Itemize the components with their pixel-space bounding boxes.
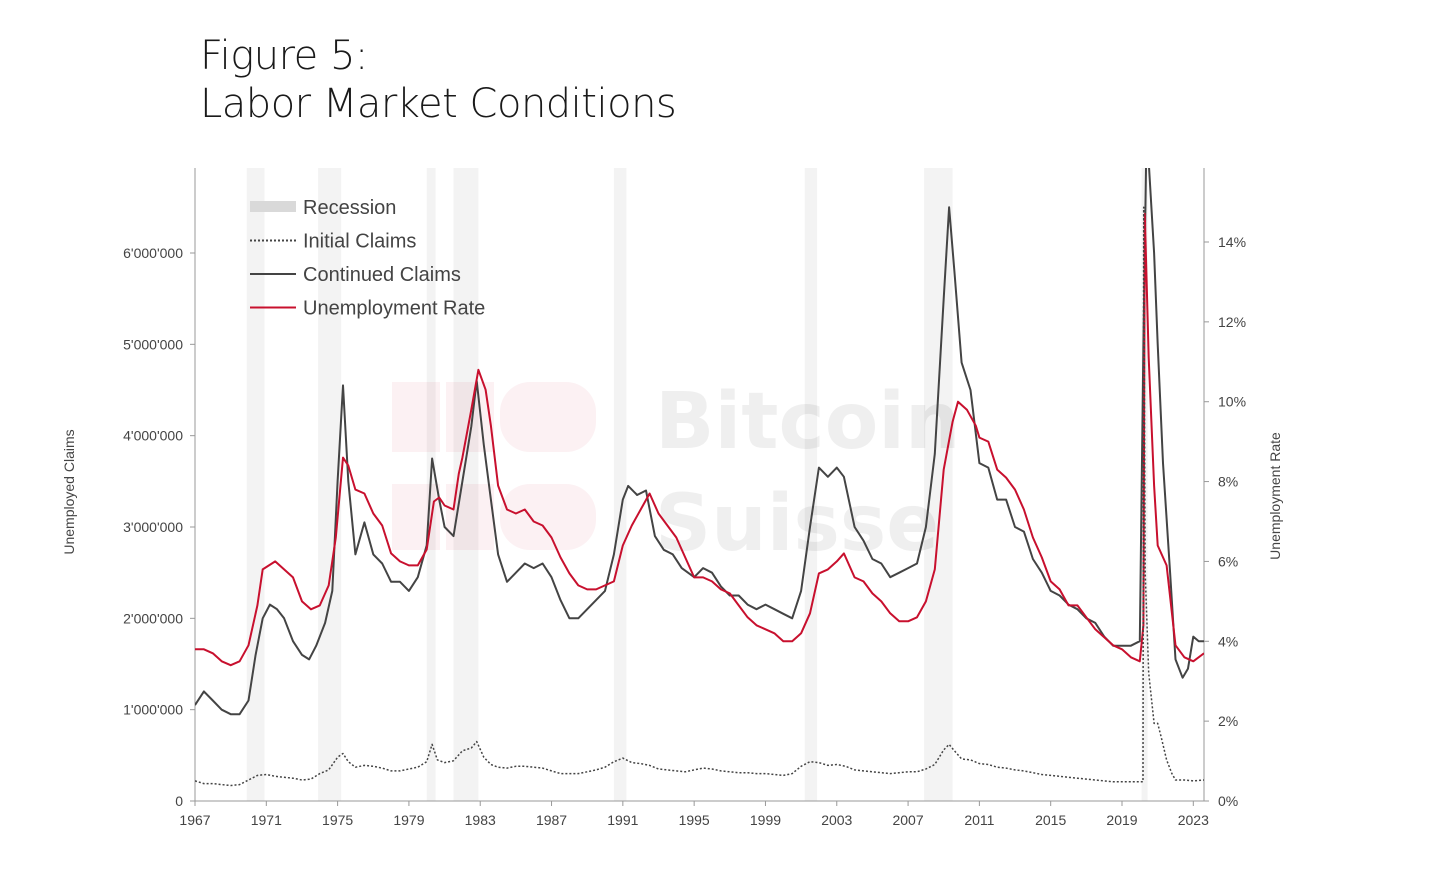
recession-band-0 <box>246 168 265 801</box>
legend-label-initial-claims: Initial Claims <box>303 231 416 253</box>
axes <box>194 168 1205 802</box>
legend: Recession Initial Claims Continued Claims U… <box>250 197 485 320</box>
x-tick-2015: 2015 <box>1035 812 1066 828</box>
right-tick-5: 10% <box>1218 394 1246 410</box>
legend-swatch-recession <box>250 201 296 212</box>
x-tick-1979: 1979 <box>393 812 424 828</box>
series-lines <box>195 168 1204 787</box>
left-tick-2: 2'000'000 <box>123 610 183 626</box>
x-tick-2007: 2007 <box>892 812 923 828</box>
x-tick-1967: 1967 <box>179 812 210 828</box>
recession-band-4 <box>613 168 627 801</box>
x-tick-2023: 2023 <box>1178 812 1209 828</box>
right-tick-2: 4% <box>1218 633 1238 649</box>
right-tick-1: 2% <box>1218 713 1238 729</box>
left-tick-3: 3'000'000 <box>123 519 183 535</box>
watermark-logo-block-1 <box>392 382 440 452</box>
right-tick-7: 14% <box>1218 234 1246 250</box>
series-initial-claims <box>195 206 1204 787</box>
recession-band-5 <box>804 168 818 801</box>
x-tick-1999: 1999 <box>750 812 781 828</box>
recession-band-1 <box>318 168 342 801</box>
left-tick-0: 0 <box>175 793 183 809</box>
watermark-logo-block-4 <box>392 484 440 550</box>
legend-label-continued-claims: Continued Claims <box>303 264 461 286</box>
x-tick-2019: 2019 <box>1106 812 1137 828</box>
right-tick-0: 0% <box>1218 793 1238 809</box>
left-tick-6: 6'000'000 <box>123 245 183 261</box>
right-tick-4: 8% <box>1218 474 1238 490</box>
x-tick-1983: 1983 <box>465 812 496 828</box>
series-unemployment-rate <box>195 213 1204 667</box>
watermark-logo-block-6 <box>500 484 596 550</box>
x-tick-2011: 2011 <box>964 812 994 828</box>
watermark-logo-block-5 <box>446 484 494 550</box>
right-axis-label: Unemployment Rate <box>1267 432 1283 560</box>
watermark-text-1: Bitcoin <box>655 377 961 467</box>
watermark-text-2: Suisse <box>655 479 939 569</box>
x-tick-1991: 1991 <box>607 812 638 828</box>
legend-label-recession: Recession <box>303 197 396 219</box>
right-axis-ticks: 0% 2% 4% 6% 8% 10% 12% 14% <box>1204 234 1246 809</box>
x-tick-1995: 1995 <box>679 812 710 828</box>
recession-band-6 <box>924 168 953 801</box>
chart-title: Figure 5: Labor Market Conditions <box>200 32 677 128</box>
x-tick-1975: 1975 <box>322 812 353 828</box>
right-tick-3: 6% <box>1218 553 1238 569</box>
x-tick-1987: 1987 <box>536 812 567 828</box>
legend-label-unemployment-rate: Unemployment Rate <box>303 298 485 320</box>
title-line-2: Labor Market Conditions <box>200 81 677 127</box>
left-axis-ticks: 0 1'000'000 2'000'000 3'000'000 4'000'000 5'0… <box>123 245 195 809</box>
x-tick-1971: 1971 <box>251 812 282 828</box>
right-tick-6: 12% <box>1218 314 1246 330</box>
left-tick-4: 4'000'000 <box>123 428 183 444</box>
watermark-logo-block-3 <box>500 382 596 452</box>
left-axis-label: Unemployed Claims <box>61 429 77 554</box>
title-line-1: Figure 5: <box>200 33 368 79</box>
left-tick-5: 5'000'000 <box>123 336 183 352</box>
x-axis-ticks: 1967 1971 1975 1979 1983 1987 1991 1995 1999 2003… <box>179 801 1209 828</box>
x-tick-2003: 2003 <box>821 812 852 828</box>
left-tick-1: 1'000'000 <box>123 702 183 718</box>
